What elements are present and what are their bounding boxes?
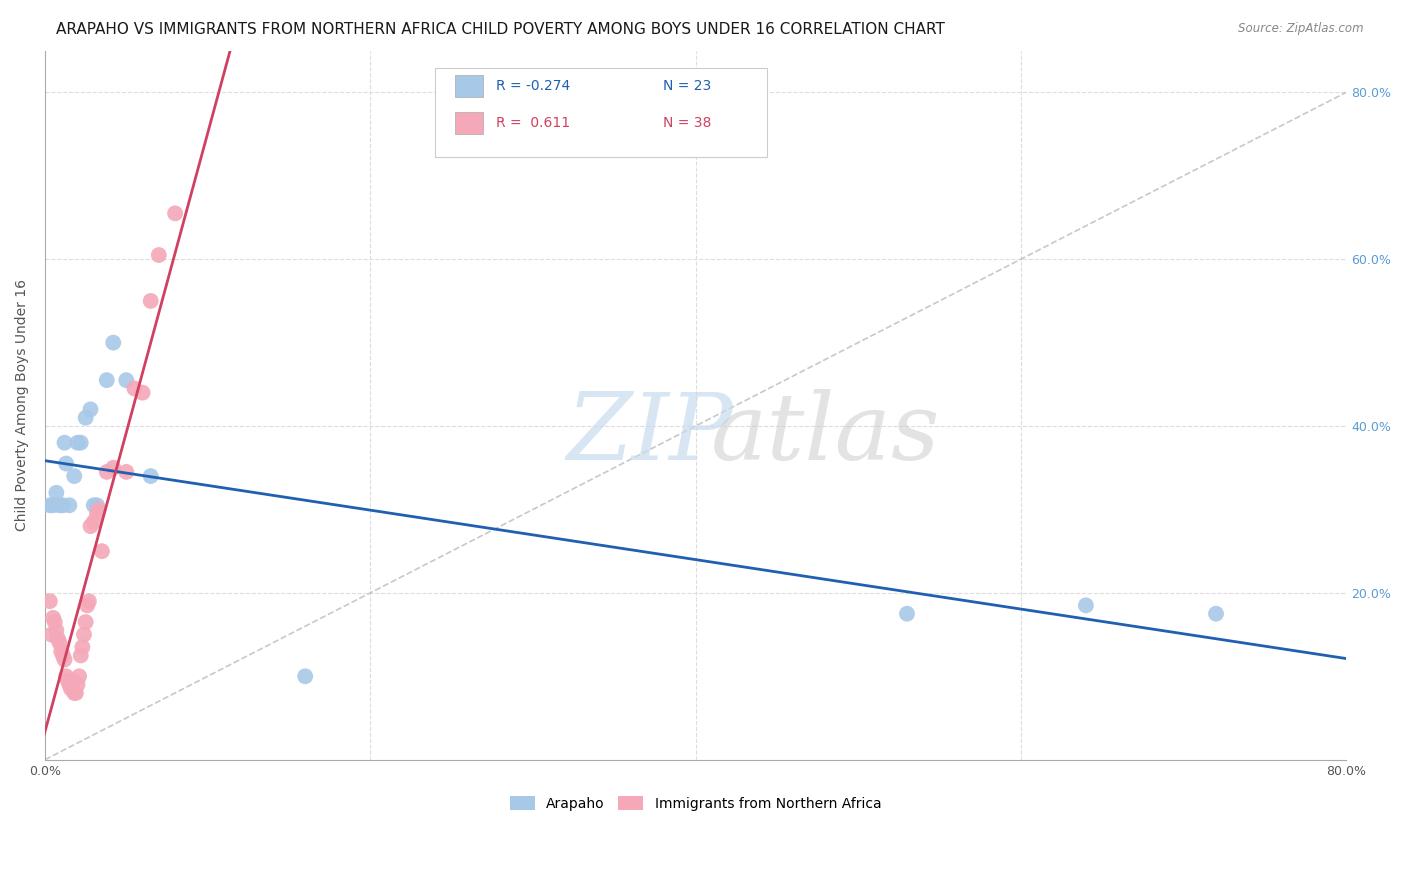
Point (79, 402, 101, 417)
Point (46, 632, 69, 646)
FancyBboxPatch shape (436, 69, 768, 157)
Point (86, 507, 108, 521)
Point (83, 498, 105, 512)
Point (69, 435, 91, 450)
Point (79, 519, 101, 533)
Point (75, 615, 97, 629)
Point (103, 335, 125, 350)
Point (41, 627, 63, 641)
Point (96, 465, 118, 479)
Point (52, 498, 75, 512)
Point (59, 681, 82, 696)
Point (131, 385, 153, 400)
Point (58, 678, 80, 692)
Point (55, 457, 77, 471)
Point (96, 373, 118, 387)
Point (72, 640, 94, 654)
Point (75, 410, 97, 425)
Point (294, 669, 316, 683)
Text: N = 38: N = 38 (664, 116, 711, 130)
Text: Source: ZipAtlas.com: Source: ZipAtlas.com (1239, 22, 1364, 36)
Point (42, 611, 65, 625)
Text: R =  0.611: R = 0.611 (496, 116, 571, 130)
Text: ZIP: ZIP (567, 389, 734, 478)
Point (56, 673, 79, 688)
Point (90, 544, 112, 558)
Point (48, 498, 70, 512)
FancyBboxPatch shape (454, 76, 484, 96)
Point (115, 465, 138, 479)
Point (1074, 599, 1097, 613)
Point (115, 373, 138, 387)
Text: atlas: atlas (711, 389, 941, 478)
Point (76, 599, 98, 613)
Point (66, 678, 89, 692)
Point (45, 624, 67, 638)
Point (45, 485, 67, 500)
Point (83, 515, 105, 529)
Point (63, 686, 86, 700)
FancyBboxPatch shape (454, 112, 484, 134)
Text: ARAPAHO VS IMMIGRANTS FROM NORTHERN AFRICA CHILD POVERTY AMONG BOYS UNDER 16 COR: ARAPAHO VS IMMIGRANTS FROM NORTHERN AFRI… (56, 22, 945, 37)
Point (103, 460, 125, 475)
Point (148, 248, 170, 262)
Text: R = -0.274: R = -0.274 (496, 79, 571, 93)
Point (51, 644, 73, 658)
Legend: Arapaho, Immigrants from Northern Africa: Arapaho, Immigrants from Northern Africa (505, 790, 887, 816)
Point (63, 469, 86, 483)
Point (53, 435, 76, 450)
Point (44, 615, 66, 629)
Point (165, 206, 187, 220)
Point (139, 293, 162, 308)
Point (58, 498, 80, 512)
Point (69, 648, 91, 663)
Point (42, 498, 65, 512)
Y-axis label: Child Poverty Among Boys Under 16: Child Poverty Among Boys Under 16 (15, 279, 30, 531)
Point (896, 607, 918, 621)
Point (65, 686, 87, 700)
Point (87, 502, 110, 516)
Point (73, 627, 96, 641)
Point (124, 382, 146, 396)
Text: N = 23: N = 23 (664, 79, 711, 93)
Point (48, 636, 70, 650)
Point (66, 435, 89, 450)
Point (67, 669, 90, 683)
Point (86, 498, 108, 512)
Point (139, 469, 162, 483)
Point (77, 594, 100, 608)
Point (62, 673, 84, 688)
Point (38, 594, 60, 608)
Point (55, 669, 77, 683)
Point (38, 498, 60, 512)
Point (53, 652, 76, 666)
Point (1205, 607, 1227, 621)
Point (52, 648, 75, 663)
